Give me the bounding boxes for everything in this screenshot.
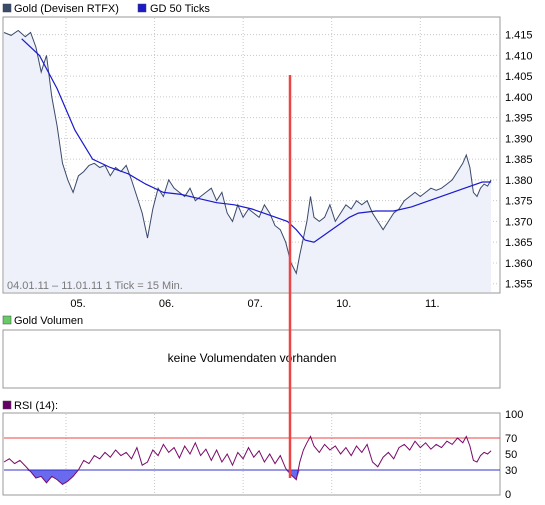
rsi-panel: RSI (14): 100 70 50 30 0 (2, 400, 523, 501)
price-y-axis: 1.415 1.410 1.405 1.400 1.395 1.390 1.385 1.380… (505, 30, 533, 291)
rsi-y-axis: 100 70 50 30 0 (505, 409, 523, 501)
date-range-label: 04.01.11 – 11.01.11 1 Tick = 15 Min. (7, 280, 183, 292)
price-x-axis: 05. 06. 07. 10. 11. (70, 298, 439, 310)
price-y-tick-label: 1.400 (505, 92, 533, 104)
volume-plot-frame (2, 329, 501, 389)
price-legend-swatch (2, 3, 12, 13)
price-area-fill (4, 30, 492, 292)
rsi-y-tick-label: 30 (505, 465, 517, 477)
price-x-tick-label: 11. (425, 298, 439, 310)
price-x-tick-label: 10. (336, 298, 351, 310)
ma-legend-swatch (137, 3, 147, 13)
volume-legend-label: Gold Volumen (14, 315, 83, 327)
price-y-tick-label: 1.405 (505, 71, 533, 83)
price-x-tick-label: 06. (159, 298, 174, 310)
price-y-tick-label: 1.360 (505, 258, 533, 270)
price-y-tick-label: 1.385 (505, 154, 533, 166)
rsi-y-tick-label: 50 (505, 449, 517, 461)
moving-average-line (21, 38, 492, 243)
ma-legend-label: GD 50 Ticks (150, 3, 210, 15)
rsi-oversold-fill (4, 470, 492, 485)
rsi-y-tick-label: 0 (505, 489, 511, 501)
price-y-tick-label: 1.380 (505, 175, 533, 187)
price-y-tick-label: 1.355 (505, 279, 533, 291)
price-y-tick-label: 1.415 (505, 30, 533, 42)
price-series-line (3, 29, 492, 275)
volume-panel: Gold Volumen keine Volumendaten vorhande… (2, 315, 501, 389)
rsi-y-tick-label: 100 (505, 409, 523, 421)
price-y-tick-label: 1.375 (505, 196, 533, 208)
rsi-legend-label: RSI (14): (14, 400, 58, 412)
rsi-y-tick-label: 70 (505, 433, 517, 445)
price-x-tick-label: 07. (247, 298, 262, 310)
price-y-tick-label: 1.365 (505, 237, 533, 249)
price-y-tick-label: 1.410 (505, 50, 533, 62)
rsi-legend-swatch (2, 400, 12, 410)
price-y-tick-label: 1.390 (505, 133, 533, 145)
price-panel: Gold (Devisen RTFX) GD 50 Ticks 1.4151.4… (2, 3, 533, 310)
price-legend-label: Gold (Devisen RTFX) (14, 3, 119, 15)
price-y-tick-label: 1.370 (505, 216, 533, 228)
price-y-tick-label: 1.395 (505, 113, 533, 125)
rsi-series-line (3, 435, 492, 486)
no-volume-message: keine Volumendaten vorhanden (168, 351, 337, 365)
volume-legend-swatch (2, 315, 12, 325)
price-x-tick-label: 05. (70, 298, 85, 310)
